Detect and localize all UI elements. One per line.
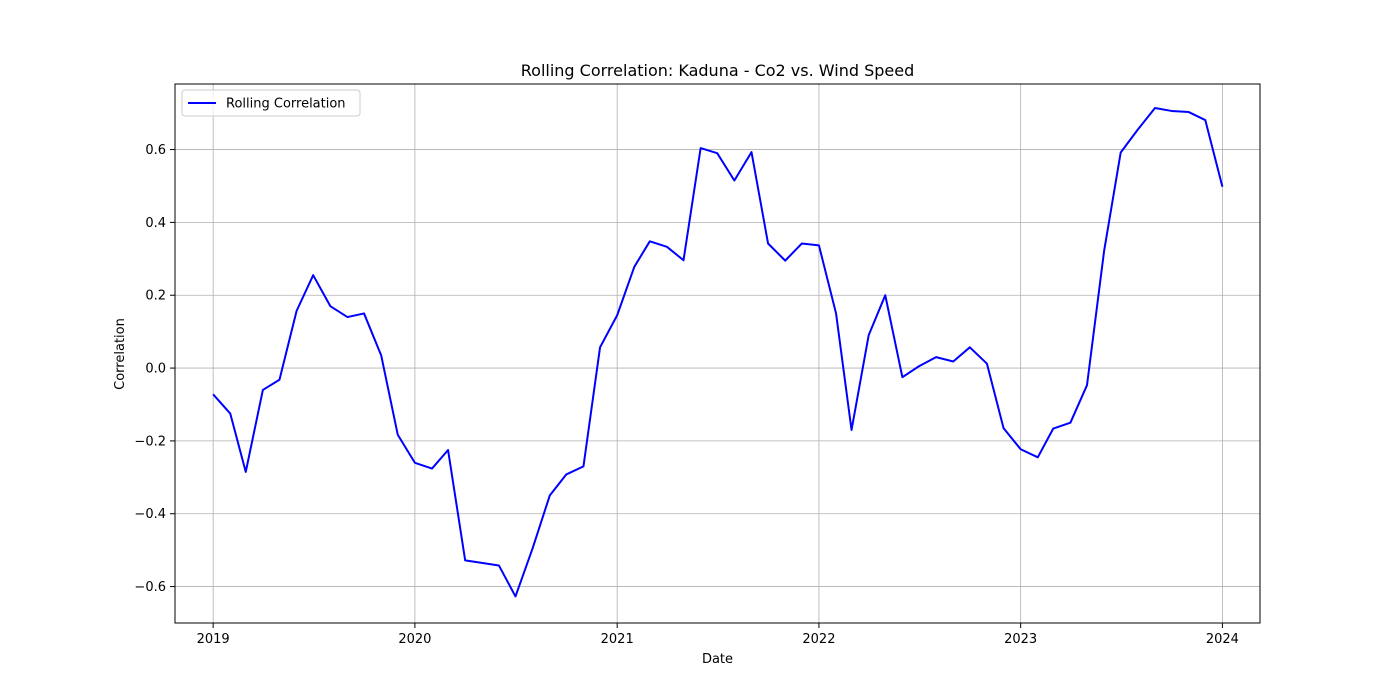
x-tick-label: 2020 <box>398 632 431 647</box>
series-group <box>212 107 1224 598</box>
y-tick-label: −0.4 <box>134 507 166 522</box>
x-axis-ticks: 2019 2020 2021 2022 2023 2024 <box>197 623 1239 647</box>
legend-label: Rolling Correlation <box>226 97 346 112</box>
y-tick-label: 0.4 <box>145 216 166 231</box>
x-tick-label: 2023 <box>1004 632 1037 647</box>
legend: Rolling Correlation <box>181 89 361 117</box>
series-line <box>212 107 1224 598</box>
x-tick-label: 2022 <box>802 632 835 647</box>
y-axis-label: Correlation <box>113 318 128 390</box>
y-gridlines <box>175 149 1260 587</box>
x-tick-label: 2024 <box>1206 632 1239 647</box>
y-axis-ticks: −0.6 −0.4 −0.2 0.0 0.2 0.4 0.6 <box>134 143 175 595</box>
x-gridlines <box>212 84 1223 623</box>
legend-box <box>181 89 361 117</box>
y-tick-label: 0.6 <box>145 143 166 158</box>
x-tick-label: 2019 <box>197 632 230 647</box>
x-tick-label: 2021 <box>601 632 634 647</box>
x-axis-label: Date <box>702 652 733 667</box>
y-tick-label: −0.2 <box>134 434 166 449</box>
y-tick-label: 0.0 <box>145 362 166 377</box>
plot-frame <box>174 83 1261 624</box>
y-tick-label: −0.6 <box>134 580 166 595</box>
chart-title: Rolling Correlation: Kaduna - Co2 vs. Wi… <box>521 61 914 80</box>
plot-area <box>175 84 1260 623</box>
y-tick-label: 0.2 <box>145 289 166 304</box>
